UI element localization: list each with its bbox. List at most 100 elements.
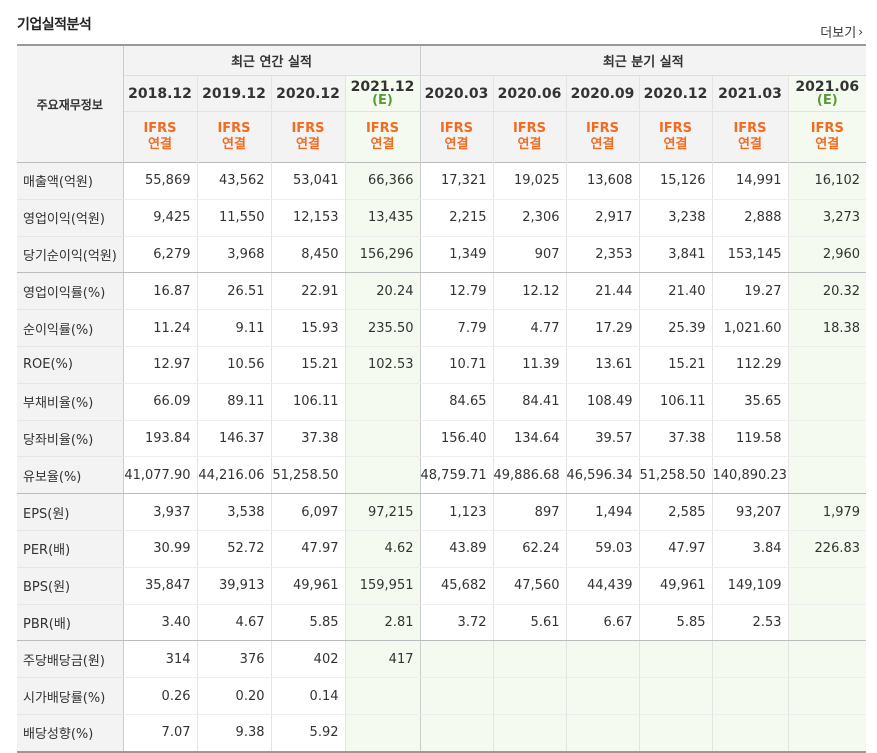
table-cell: 402 <box>270 640 345 679</box>
table-cell: 140,890.23 <box>711 456 788 495</box>
accounting-scope: 연결 <box>444 137 469 152</box>
table-cell: 0.26 <box>123 677 197 715</box>
accounting-standard: IFRS <box>365 121 400 136</box>
table-cell: 3,937 <box>123 493 197 531</box>
accounting-scope: 연결 <box>738 137 762 152</box>
row-label: 매출액(억원) <box>17 162 124 200</box>
table-cell <box>565 640 639 679</box>
table-cell: 9.11 <box>196 309 271 347</box>
row-label: 시가배당률(%) <box>17 677 124 715</box>
table-cell: 0.20 <box>196 677 271 715</box>
table-cell: 897 <box>492 493 566 531</box>
table-cell <box>344 677 420 715</box>
table-body: 매출액(억원) 55,869 43,562 53,041 66,366 17,321 19,… <box>17 162 867 753</box>
table-cell: 9.38 <box>196 714 271 753</box>
table-cell: 10.56 <box>196 346 271 384</box>
period-header: 2020.06 <box>492 75 566 112</box>
table-cell: 17.29 <box>565 309 639 347</box>
accounting-header: IFRS 연결 <box>565 111 639 163</box>
table-cell: 106.11 <box>638 383 712 421</box>
table-cell: 51,258.50 <box>270 456 345 495</box>
accounting-scope: 연결 <box>370 137 395 152</box>
more-link[interactable]: 더보기 › <box>820 22 863 42</box>
accounting-scope: 연결 <box>517 137 542 152</box>
table-cell: 89.11 <box>196 383 271 421</box>
table-cell: 37.38 <box>270 420 345 458</box>
table-cell: 12.79 <box>419 272 493 311</box>
table-cell: 314 <box>123 640 197 679</box>
table-cell: 13,608 <box>565 162 639 200</box>
table-cell: 45,682 <box>419 567 493 605</box>
table-cell: 35,847 <box>123 567 197 605</box>
table-cell: 66,366 <box>344 162 420 200</box>
row-label: 당좌비율(%) <box>17 420 124 458</box>
table-cell: 53,041 <box>270 162 345 200</box>
table-cell <box>419 640 493 679</box>
table-cell <box>344 456 420 495</box>
period-header: 2021.06 (E) <box>787 75 867 112</box>
table-cell: 51,258.50 <box>638 456 712 495</box>
table-row: ROE(%) 12.97 10.56 15.21 102.53 10.71 11.39 13.… <box>17 346 867 384</box>
table-cell: 37.38 <box>638 420 712 458</box>
accounting-header: IFRS 연결 <box>270 111 345 163</box>
table-cell: 19,025 <box>492 162 566 200</box>
table-row: 매출액(억원) 55,869 43,562 53,041 66,366 17,321 19,… <box>17 162 867 200</box>
accounting-standard: IFRS <box>585 121 620 136</box>
table-cell: 49,886.68 <box>492 456 566 495</box>
table-cell: 49,961 <box>270 567 345 605</box>
table-cell <box>787 677 867 715</box>
table-cell: 235.50 <box>344 309 420 347</box>
chevron-right-icon: › <box>858 24 863 39</box>
accounting-scope: 연결 <box>590 137 615 152</box>
table-cell: 112.29 <box>711 346 788 384</box>
quarter-header: 최근 분기 실적 <box>419 44 867 76</box>
accounting-scope: 연결 <box>296 137 320 152</box>
table-cell: 26.51 <box>196 272 271 311</box>
table-row: PER(배) 30.99 52.72 47.97 4.62 43.89 62.24 59.03… <box>17 530 867 568</box>
table-cell: 134.64 <box>492 420 566 458</box>
table-cell: 8,450 <box>270 236 345 274</box>
table-cell <box>419 677 493 715</box>
table-cell: 193.84 <box>123 420 197 458</box>
table-cell: 102.53 <box>344 346 420 384</box>
financial-table: 주요재무정보 최근 연간 실적 최근 분기 실적 2018.12 2019.12 2… <box>17 44 867 753</box>
table-cell: 3,841 <box>638 236 712 274</box>
table-cell: 1,979 <box>787 493 867 531</box>
period-row: 2018.12 2019.12 2020.12 2021.12 (E) 2020.03 20… <box>17 75 867 112</box>
table-cell: 1,494 <box>565 493 639 531</box>
accounting-header: IFRS 연결 <box>711 111 788 163</box>
table-cell: 5.85 <box>270 604 345 642</box>
table-cell <box>787 567 867 605</box>
period-header: 2021.03 <box>711 75 788 112</box>
table-cell: 39.57 <box>565 420 639 458</box>
table-cell: 44,439 <box>565 567 639 605</box>
table-cell: 41,077.90 <box>123 456 197 495</box>
table-cell: 46,596.34 <box>565 456 639 495</box>
table-cell <box>711 677 788 715</box>
table-cell: 9,425 <box>123 199 197 237</box>
table-cell: 106.11 <box>270 383 345 421</box>
period-label: 2020.12 <box>643 85 708 102</box>
table-cell: 11.39 <box>492 346 566 384</box>
table-cell: 25.39 <box>638 309 712 347</box>
table-cell: 22.91 <box>270 272 345 311</box>
row-label: 배당성향(%) <box>17 714 124 753</box>
table-cell: 12.97 <box>123 346 197 384</box>
table-cell <box>787 640 867 679</box>
table-row: 순이익률(%) 11.24 9.11 15.93 235.50 7.79 4.77 17.29… <box>17 309 867 347</box>
table-cell: 3,238 <box>638 199 712 237</box>
period-header: 2020.12 <box>270 75 345 112</box>
accounting-standard: IFRS <box>658 121 693 136</box>
period-label: 2021.12 <box>350 78 415 95</box>
table-cell: 2,306 <box>492 199 566 237</box>
table-cell: 55,869 <box>123 162 197 200</box>
table-cell <box>565 677 639 715</box>
table-cell: 4.77 <box>492 309 566 347</box>
table-cell <box>711 640 788 679</box>
table-cell: 907 <box>492 236 566 274</box>
accounting-header: IFRS 연결 <box>419 111 493 163</box>
table-cell: 4.67 <box>196 604 271 642</box>
row-label: PBR(배) <box>17 604 124 642</box>
table-cell <box>344 714 420 753</box>
table-cell <box>787 604 867 642</box>
